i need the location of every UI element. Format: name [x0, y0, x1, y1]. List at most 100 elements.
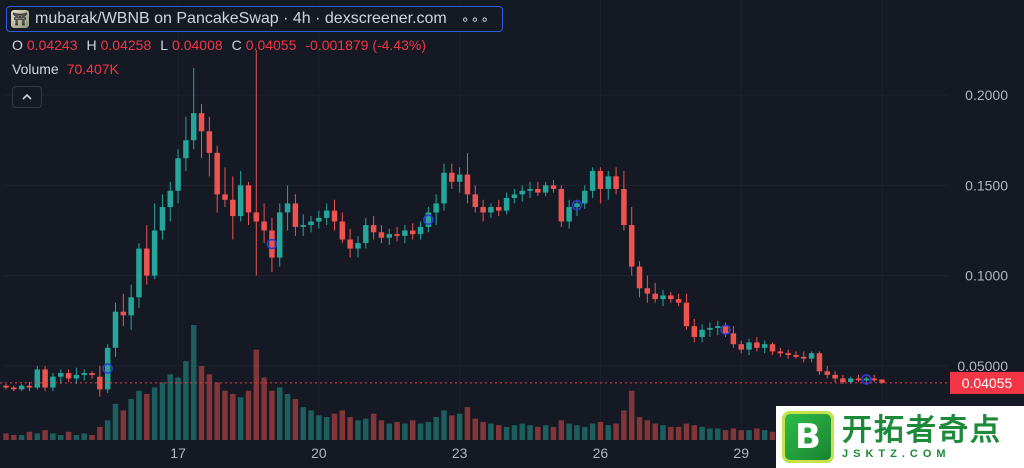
volume-bar: [746, 430, 752, 440]
candle-body: [136, 248, 142, 298]
candle-body: [496, 207, 502, 211]
low-label: L: [160, 37, 169, 53]
candle-body: [198, 113, 205, 132]
volume-value: 70.407K: [66, 61, 119, 77]
volume-bar: [511, 425, 518, 440]
candle-body: [363, 225, 369, 244]
volume-bar: [50, 433, 56, 440]
candle-body: [34, 369, 41, 388]
open-value: 0.04243: [26, 37, 78, 53]
candle-body: [801, 356, 807, 359]
candle-body: [793, 355, 799, 357]
candle-body: [628, 225, 635, 267]
candle-body: [97, 376, 103, 390]
candle-body: [230, 199, 236, 217]
candle-body: [777, 351, 784, 354]
candle-body: [824, 371, 830, 375]
candle-body: [699, 329, 705, 337]
volume-bar: [331, 413, 338, 440]
volume-bar: [339, 410, 346, 440]
candle-body: [253, 212, 260, 222]
trade-marker: [571, 199, 583, 211]
candle-body: [472, 194, 479, 208]
candle-body: [190, 113, 197, 141]
volume-bar: [660, 425, 666, 440]
candle-body: [761, 344, 768, 348]
volume-bar: [582, 426, 588, 440]
volume-bar: [558, 420, 565, 440]
volume-bar: [597, 421, 604, 440]
y-tick-label: 0.2000: [965, 87, 1008, 103]
volume-bar: [11, 435, 17, 440]
volume-bar: [245, 390, 252, 440]
volume-bar: [402, 423, 408, 440]
candle-body: [378, 232, 385, 238]
volume-bar: [261, 377, 267, 440]
candle-body: [464, 174, 471, 195]
candle-body: [89, 373, 95, 375]
volume-bar: [566, 423, 572, 440]
candle-body: [683, 302, 690, 327]
candle-body: [605, 176, 611, 189]
candle-body: [636, 266, 643, 289]
trade-marker: [102, 363, 113, 374]
candle-body: [644, 288, 651, 294]
candle-body: [519, 190, 525, 195]
price-axis[interactable]: 0.2000 0.1500 0.1000 0.05000: [957, 87, 1008, 374]
volume-bar: [159, 382, 166, 440]
volume-bar: [104, 420, 111, 440]
volume-legend: Volume 70.407K: [12, 61, 119, 77]
candle-body: [722, 326, 729, 334]
candle-body: [597, 170, 604, 189]
candle-body: [715, 326, 721, 328]
volume-bar: [253, 349, 260, 440]
more-options-icon[interactable]: ∘∘∘: [460, 10, 491, 27]
volume-bar: [409, 420, 416, 440]
candle-body: [542, 185, 549, 193]
volume-bar: [621, 410, 627, 440]
trade-marker: [423, 214, 434, 225]
volume-bar: [464, 407, 471, 440]
volume-bar: [425, 421, 432, 440]
volume-bar: [394, 421, 400, 440]
x-tick-label: 23: [452, 445, 468, 461]
volume-bar: [628, 390, 635, 440]
candle-body: [11, 387, 17, 390]
collapse-legend-button[interactable]: [12, 86, 42, 108]
symbol-title-bar[interactable]: ⛩ mubarak/WBNB on PancakeSwap · 4h · dex…: [6, 6, 504, 32]
candle-body: [785, 353, 791, 356]
volume-bar: [636, 417, 643, 440]
y-tick-label: 0.1000: [965, 268, 1008, 284]
volume-bar: [144, 394, 150, 440]
watermark-name: 开拓者奇点: [842, 413, 1002, 448]
candle-body: [527, 188, 533, 191]
candlesticks: [3, 50, 885, 397]
volume-bar: [81, 433, 87, 440]
candle-body: [808, 353, 815, 359]
volume-bar: [675, 426, 682, 440]
volume-bar: [722, 430, 729, 440]
volume-bar: [691, 425, 698, 440]
symbol-title: mubarak/WBNB on PancakeSwap · 4h · dexsc…: [35, 10, 447, 27]
candle-body: [104, 347, 111, 390]
volume-bar: [683, 423, 690, 440]
volume-bar: [167, 374, 173, 440]
volume-bar: [363, 418, 369, 440]
candle-body: [730, 333, 737, 345]
volume-bar: [175, 377, 181, 440]
volume-bar: [183, 361, 189, 440]
volume-bar: [237, 397, 244, 440]
volume-bar: [128, 398, 134, 440]
candle-body: [237, 185, 244, 217]
volume-bar: [222, 390, 228, 440]
candle-body: [840, 378, 846, 383]
volume-bar: [589, 423, 596, 440]
volume-bar: [542, 425, 549, 440]
volume-bar: [386, 423, 392, 440]
candle-body: [589, 170, 596, 191]
volume-bar: [300, 407, 306, 440]
volume-bar: [761, 430, 768, 440]
candle-body: [855, 378, 862, 381]
volume-bar: [18, 435, 25, 440]
